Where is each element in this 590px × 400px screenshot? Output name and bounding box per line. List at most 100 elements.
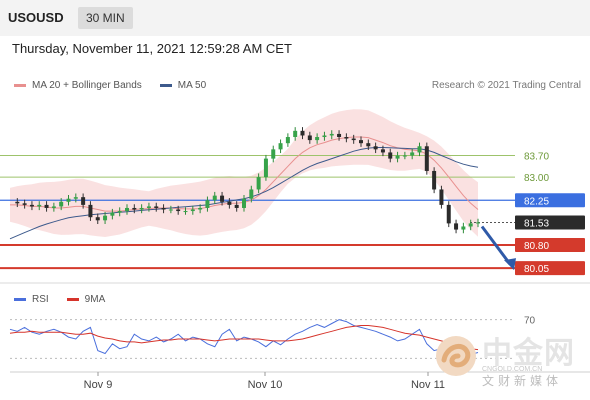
- candle-body: [344, 137, 349, 139]
- legend-label-9ma: 9MA: [84, 294, 106, 305]
- legend-item-rsi: RSI: [14, 294, 49, 305]
- candle-body: [366, 143, 371, 147]
- candle-body: [37, 204, 42, 207]
- candle-body: [183, 211, 188, 213]
- level-tag-4: [515, 237, 585, 252]
- watermark: 中金网 CNGOLD.COM.CN 文财新媒体: [432, 328, 584, 392]
- x-tick-label: Nov 10: [248, 379, 283, 391]
- candle-body: [190, 209, 195, 212]
- candle-body: [220, 195, 225, 202]
- candle-body: [132, 207, 137, 210]
- legend-swatch-9ma: [66, 298, 79, 301]
- legend-item-ma50: MA 50: [159, 80, 207, 91]
- rsi-legend: RSI 9MA: [14, 294, 123, 305]
- level-tag-5: [515, 261, 585, 276]
- legend-swatch-ma50: [159, 84, 172, 87]
- level-tag-3: [515, 215, 585, 230]
- candle-body: [315, 137, 320, 141]
- legend-swatch-rsi: [14, 298, 26, 301]
- level-label-5: 80.05: [524, 264, 549, 275]
- candle-body: [198, 207, 203, 210]
- level-label-0: 83.70: [524, 152, 549, 163]
- candle-body: [176, 209, 181, 212]
- candle-body: [205, 200, 210, 208]
- candle-body: [468, 223, 473, 227]
- legend-label-rsi: RSI: [32, 294, 49, 305]
- rsi-9ma-line: [9, 325, 479, 351]
- candle-body: [300, 130, 305, 136]
- watermark-name: 中金网: [482, 337, 575, 370]
- candle-body: [432, 170, 437, 190]
- watermark-subtitle: 文财新媒体: [482, 374, 563, 388]
- candle-body: [424, 146, 429, 171]
- candle-body: [380, 149, 385, 153]
- candle-body: [212, 195, 217, 201]
- candle-body: [454, 223, 459, 230]
- candle-body: [263, 158, 268, 178]
- candle-body: [88, 204, 93, 218]
- rsi-level-label: 70: [524, 316, 536, 327]
- candle-body: [59, 201, 64, 207]
- research-credit: Research © 2021 Trading Central: [431, 80, 581, 91]
- level-tag-2: [515, 193, 585, 208]
- candle-body: [146, 206, 151, 208]
- candle-body: [322, 135, 327, 138]
- candle-body: [242, 198, 246, 208]
- candle-body: [44, 204, 49, 208]
- candle-body: [227, 201, 232, 205]
- candle-body: [103, 215, 108, 221]
- candle-body: [22, 203, 27, 205]
- chart-datetime: Thursday, November 11, 2021 12:59:28 AM …: [12, 41, 292, 56]
- level-label-4: 80.80: [524, 241, 549, 252]
- projection-arrow: [480, 225, 512, 266]
- watermark-logo-icon: [436, 336, 476, 376]
- candle-body: [95, 217, 100, 221]
- level-label-3: 81.53: [524, 218, 549, 229]
- candle-body: [476, 222, 480, 224]
- candle-body: [402, 155, 407, 157]
- level-label-2: 82.25: [524, 196, 549, 207]
- candle-body: [329, 133, 334, 136]
- candle-body: [110, 212, 115, 216]
- candle-body: [351, 138, 356, 141]
- candle-body: [359, 140, 363, 144]
- legend-label-ma50: MA 50: [177, 80, 207, 91]
- candle-body: [51, 206, 56, 208]
- bollinger-band: [10, 109, 478, 237]
- candle-body: [461, 226, 466, 230]
- timeframe-button[interactable]: 30 MIN: [78, 7, 133, 29]
- candle-body: [256, 177, 261, 190]
- candle-body: [285, 137, 290, 144]
- candle-body: [410, 152, 415, 156]
- candle-body: [168, 209, 173, 211]
- candle-body: [139, 207, 144, 210]
- candle-body: [125, 207, 129, 212]
- candle-body: [66, 198, 71, 202]
- price-legend: MA 20 + Bollinger Bands MA 50: [14, 80, 224, 91]
- candle-body: [417, 146, 422, 153]
- candle-body: [73, 197, 78, 199]
- candle-body: [81, 197, 86, 205]
- candle-body: [154, 206, 159, 208]
- candle-body: [388, 152, 393, 159]
- chart-header-bar: USOUSD 30 MIN: [0, 0, 590, 36]
- candle-body: [293, 130, 298, 138]
- legend-label-ma20: MA 20 + Bollinger Bands: [32, 80, 142, 91]
- level-label-1: 83.00: [524, 173, 549, 184]
- candle-body: [29, 204, 34, 207]
- watermark-url: CNGOLD.COM.CN: [482, 366, 543, 373]
- legend-item-9ma: 9MA: [66, 294, 106, 305]
- legend-item-ma20: MA 20 + Bollinger Bands: [14, 80, 142, 91]
- x-tick-label: Nov 11: [411, 379, 445, 391]
- rsi-line: [9, 319, 479, 356]
- projection-arrow-head: [504, 258, 516, 271]
- candle-body: [278, 143, 283, 150]
- candle-body: [249, 189, 254, 199]
- candle-body: [307, 135, 312, 141]
- candle-body: [161, 207, 166, 210]
- candle-body: [446, 204, 451, 224]
- candle-body: [439, 189, 444, 205]
- candle-body: [15, 201, 20, 204]
- legend-swatch-ma20: [14, 84, 26, 87]
